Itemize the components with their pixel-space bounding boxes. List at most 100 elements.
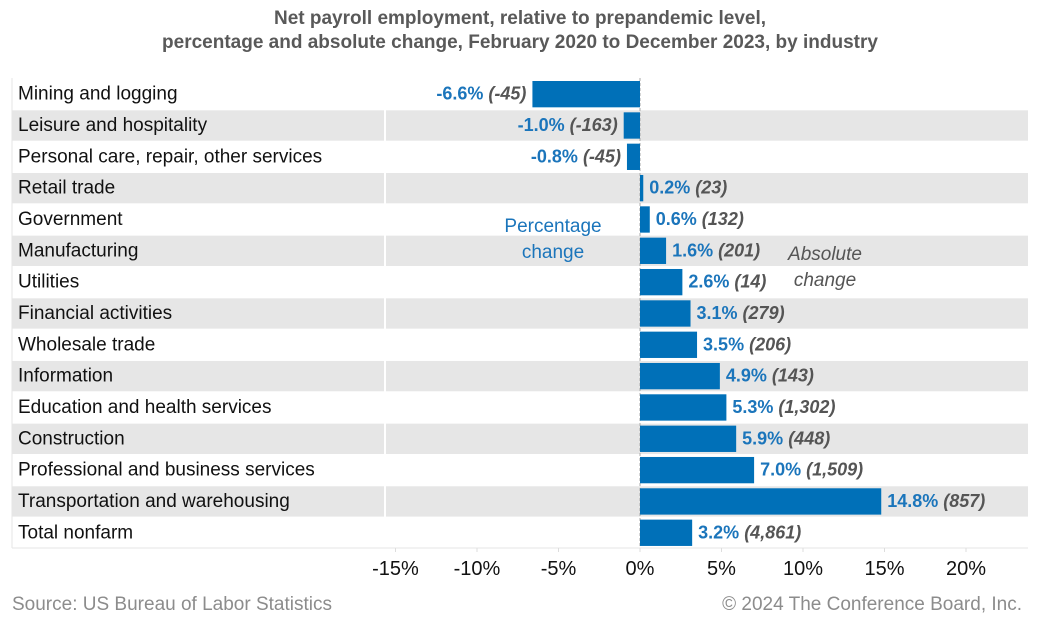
category-label: Utilities <box>18 272 79 293</box>
data-label: 3.5% (206) <box>703 334 791 354</box>
category-label: Professional and business services <box>18 460 315 481</box>
bar <box>640 488 882 515</box>
abs-label: (1,302) <box>778 397 835 417</box>
x-tick-label: 0% <box>626 558 655 580</box>
pct-label: 14.8% <box>887 491 943 511</box>
pct-label: 3.2% <box>698 522 744 542</box>
category-label: Government <box>18 209 123 230</box>
category-label: Financial activities <box>18 303 172 324</box>
x-tick-label: -10% <box>454 558 501 580</box>
pct-label: 1.6% <box>672 240 718 260</box>
pct-label: 0.6% <box>656 209 702 229</box>
chart-title-line-2: percentage and absolute change, February… <box>162 32 878 53</box>
abs-label: (1,509) <box>806 460 863 480</box>
abs-label: (857) <box>943 491 985 511</box>
x-tick-label: 10% <box>783 558 823 580</box>
data-label: 3.2% (4,861) <box>698 522 801 542</box>
x-tick-label: -5% <box>541 558 577 580</box>
bar <box>640 425 737 452</box>
pct-label: 3.5% <box>703 334 749 354</box>
abs-label: (206) <box>749 334 791 354</box>
absolute-change-annotation: Absolute change <box>760 242 890 294</box>
data-label: 0.2% (23) <box>649 178 727 198</box>
category-label: Mining and logging <box>18 84 178 105</box>
bar <box>640 206 650 233</box>
category-label: Information <box>18 366 113 387</box>
bar <box>640 237 667 264</box>
bar <box>640 268 683 296</box>
category-label: Construction <box>18 428 125 449</box>
abs-label: (201) <box>718 240 760 260</box>
data-label: -6.6% (-45) <box>436 84 526 104</box>
pct-label: 2.6% <box>688 272 734 292</box>
x-tick-label: 5% <box>707 558 736 580</box>
row-band <box>12 235 1028 266</box>
anno-abs-line-1: Absolute <box>788 244 862 265</box>
category-label: Leisure and hospitality <box>18 115 208 136</box>
percentage-change-annotation: Percentage change <box>478 214 628 266</box>
bar <box>640 362 720 390</box>
abs-label: (-45) <box>488 84 526 104</box>
bar <box>532 81 640 108</box>
category-label: Total nonfarm <box>18 522 133 543</box>
category-label: Transportation and warehousing <box>18 491 290 512</box>
pct-label: 4.9% <box>726 366 772 386</box>
pct-label: 7.0% <box>760 460 806 480</box>
category-label: Personal care, repair, other services <box>18 146 322 167</box>
abs-label: (132) <box>702 209 744 229</box>
chart-title-line-1: Net payroll employment, relative to prep… <box>273 8 767 29</box>
data-label: 4.9% (143) <box>726 366 814 386</box>
row-band <box>12 423 1028 454</box>
row-band <box>12 360 1028 392</box>
row-band <box>12 110 1028 141</box>
abs-label: (-45) <box>583 146 621 166</box>
pct-label: -1.0% <box>518 115 570 135</box>
pct-label: -0.8% <box>531 146 583 166</box>
abs-label: (143) <box>772 366 814 386</box>
x-tick-label: 20% <box>946 558 986 580</box>
bar <box>640 300 691 327</box>
pct-label: 5.3% <box>732 397 778 417</box>
data-label: -0.8% (-45) <box>531 146 621 166</box>
data-label: 7.0% (1,509) <box>760 460 863 480</box>
anno-abs-line-2: change <box>793 270 857 291</box>
data-label: 5.3% (1,302) <box>732 397 835 417</box>
row-band <box>12 298 1028 329</box>
bar <box>640 331 698 358</box>
abs-label: (279) <box>743 303 785 323</box>
x-tick-label: 15% <box>864 558 904 580</box>
bar <box>640 519 693 546</box>
anno-pct-line-1: Percentage <box>504 216 602 237</box>
anno-pct-line-2: change <box>521 242 585 263</box>
abs-label: (448) <box>788 428 830 448</box>
category-label: Wholesale trade <box>18 334 155 355</box>
data-label: 1.6% (201) <box>672 240 760 260</box>
x-tick-label: -15% <box>372 558 419 580</box>
data-label: -1.0% (-163) <box>518 115 618 135</box>
row-band <box>12 172 1028 204</box>
data-label: 14.8% (857) <box>887 491 985 511</box>
pct-label: 0.2% <box>649 178 695 198</box>
abs-label: (4,861) <box>744 522 801 542</box>
pct-label: -6.6% <box>436 84 488 104</box>
bar <box>640 394 727 421</box>
abs-label: (23) <box>695 178 727 198</box>
bar <box>626 143 640 170</box>
bar <box>623 112 640 139</box>
bar <box>640 456 755 484</box>
data-label: 5.9% (448) <box>742 428 830 448</box>
data-label: 2.6% (14) <box>688 272 766 292</box>
data-label: 3.1% (279) <box>697 303 785 323</box>
copyright-note: © 2024 The Conference Board, Inc. <box>722 594 1022 615</box>
pct-label: 5.9% <box>742 428 788 448</box>
source-note: Source: US Bureau of Labor Statistics <box>12 594 332 615</box>
pct-label: 3.1% <box>697 303 743 323</box>
category-label: Manufacturing <box>18 240 138 261</box>
bar <box>640 174 644 202</box>
abs-label: (14) <box>734 272 766 292</box>
category-label: Education and health services <box>18 397 272 418</box>
abs-label: (-163) <box>570 115 618 135</box>
category-label: Retail trade <box>18 178 115 199</box>
